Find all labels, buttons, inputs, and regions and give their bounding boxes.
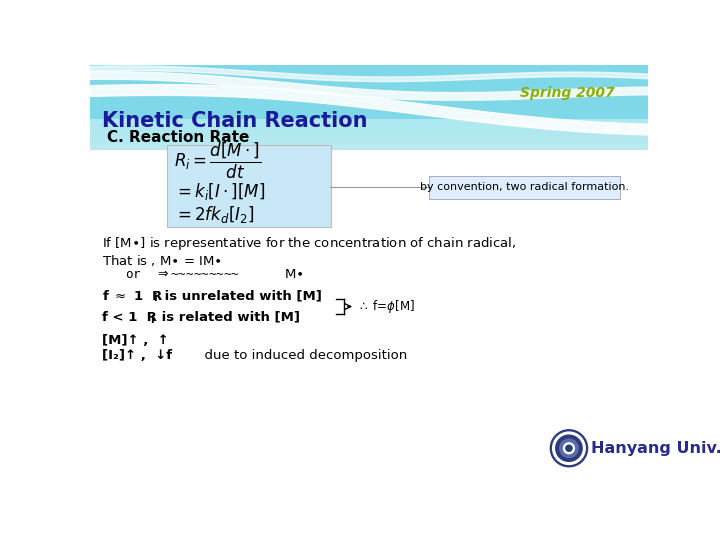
Bar	[90, 147, 648, 148]
Bar	[90, 139, 648, 140]
Bar	[90, 65, 648, 126]
Text: f < 1  R: f < 1 R	[102, 311, 156, 324]
Text: [I₂]↑ ,  ↓f: [I₂]↑ , ↓f	[102, 349, 172, 362]
Bar	[90, 145, 648, 146]
Text: M$\bullet$: M$\bullet$	[284, 268, 303, 281]
Text: Spring 2007: Spring 2007	[520, 86, 615, 100]
Bar	[90, 134, 648, 136]
Bar	[90, 137, 648, 138]
Bar	[90, 130, 648, 131]
Bar	[90, 145, 648, 146]
Bar	[90, 138, 648, 139]
Bar	[90, 140, 648, 141]
Bar	[90, 135, 648, 136]
Circle shape	[556, 435, 582, 461]
Text: $R_i = \dfrac{d[M \cdot]}{dt}$: $R_i = \dfrac{d[M \cdot]}{dt}$	[174, 141, 261, 181]
Bar	[90, 146, 648, 147]
Bar	[90, 138, 648, 139]
Bar	[90, 131, 648, 132]
Text: Hanyang Univ.: Hanyang Univ.	[590, 441, 720, 456]
Bar	[90, 139, 648, 140]
Bar	[90, 133, 648, 134]
Bar	[90, 131, 648, 132]
Text: If [M$\bullet$] is representative for the concentration of chain radical,: If [M$\bullet$] is representative for th…	[102, 235, 516, 252]
Bar	[90, 127, 648, 128]
Bar	[90, 126, 648, 127]
Bar	[90, 141, 648, 143]
Bar	[90, 148, 648, 150]
Circle shape	[566, 445, 572, 451]
Bar	[90, 148, 648, 149]
Text: $\therefore$ f=$\phi$[M]: $\therefore$ f=$\phi$[M]	[357, 298, 415, 315]
Bar	[90, 142, 648, 143]
Bar	[90, 143, 648, 144]
Bar	[90, 143, 648, 144]
Text: That is , M$\bullet$ = IM$\bullet$: That is , M$\bullet$ = IM$\bullet$	[102, 253, 222, 268]
Bar	[90, 133, 648, 134]
Text: $= k_i[I \cdot][M]$: $= k_i[I \cdot][M]$	[174, 181, 265, 202]
Circle shape	[559, 439, 578, 457]
Circle shape	[550, 430, 588, 467]
Circle shape	[553, 432, 585, 464]
Bar	[90, 132, 648, 133]
Text: by convention, two radical formation.: by convention, two radical formation.	[420, 182, 629, 192]
Text: is unrelated with [M]: is unrelated with [M]	[160, 289, 322, 302]
Text: due to induced decomposition: due to induced decomposition	[179, 349, 408, 362]
Bar	[90, 129, 648, 130]
Bar	[90, 127, 648, 129]
Bar	[90, 136, 648, 137]
Bar	[90, 144, 648, 145]
Bar	[90, 150, 648, 481]
Bar	[90, 137, 648, 138]
Bar	[90, 128, 648, 129]
Bar	[90, 134, 648, 135]
FancyBboxPatch shape	[429, 176, 620, 199]
Circle shape	[564, 443, 575, 454]
Text: C. Reaction Rate: C. Reaction Rate	[107, 131, 249, 145]
Text: i: i	[150, 315, 154, 325]
Text: Kinetic Chain Reaction: Kinetic Chain Reaction	[102, 111, 367, 131]
Bar	[90, 141, 648, 142]
Text: is related with [M]: is related with [M]	[157, 311, 300, 324]
Text: $= 2fk_d[I_2]$: $= 2fk_d[I_2]$	[174, 205, 254, 226]
Text: or  $\Rightarrow$~~~~~~~~~: or $\Rightarrow$~~~~~~~~~	[125, 268, 240, 281]
Bar	[90, 146, 648, 147]
Bar	[90, 119, 648, 150]
Bar	[90, 130, 648, 131]
Text: i: i	[153, 294, 157, 303]
FancyBboxPatch shape	[167, 145, 331, 227]
Text: [M]↑ ,  ↑: [M]↑ , ↑	[102, 334, 168, 347]
Text: f $\approx$ 1  R: f $\approx$ 1 R	[102, 289, 163, 303]
Bar	[90, 126, 648, 127]
